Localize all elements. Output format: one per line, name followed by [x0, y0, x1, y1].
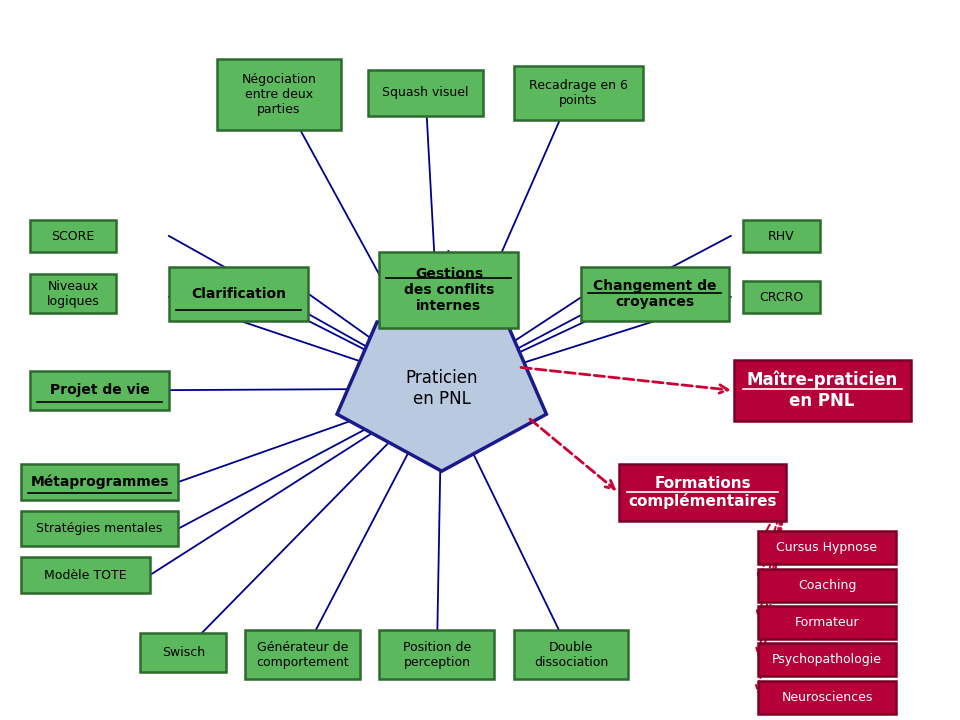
- FancyBboxPatch shape: [757, 569, 897, 602]
- Text: Swisch: Swisch: [161, 646, 204, 659]
- FancyBboxPatch shape: [20, 557, 150, 593]
- FancyBboxPatch shape: [20, 464, 179, 500]
- FancyBboxPatch shape: [368, 70, 483, 116]
- FancyBboxPatch shape: [20, 510, 179, 546]
- Text: Psychopathologie: Psychopathologie: [772, 653, 882, 666]
- Text: Formations
complémentaires: Formations complémentaires: [628, 476, 777, 510]
- FancyBboxPatch shape: [757, 680, 897, 714]
- Text: Praticien
en PNL: Praticien en PNL: [405, 369, 478, 408]
- Text: Recadrage en 6
points: Recadrage en 6 points: [529, 78, 628, 107]
- FancyBboxPatch shape: [379, 253, 518, 328]
- FancyBboxPatch shape: [140, 633, 227, 672]
- FancyBboxPatch shape: [757, 531, 897, 564]
- Text: Double
dissociation: Double dissociation: [534, 641, 608, 669]
- FancyBboxPatch shape: [217, 59, 341, 130]
- Text: Négociation
entre deux
parties: Négociation entre deux parties: [242, 73, 317, 116]
- Text: Formateur: Formateur: [795, 616, 859, 629]
- FancyBboxPatch shape: [246, 631, 360, 679]
- Text: Changement de
croyances: Changement de croyances: [593, 279, 716, 309]
- Text: CRCRO: CRCRO: [759, 291, 804, 304]
- Text: Maître-praticien
en PNL: Maître-praticien en PNL: [747, 371, 898, 410]
- Text: Modèle TOTE: Modèle TOTE: [44, 569, 127, 582]
- Text: Clarification: Clarification: [191, 287, 286, 301]
- FancyBboxPatch shape: [733, 360, 911, 421]
- Text: Neurosciences: Neurosciences: [781, 690, 873, 703]
- FancyBboxPatch shape: [514, 631, 629, 679]
- FancyBboxPatch shape: [379, 631, 494, 679]
- Text: Métaprogrammes: Métaprogrammes: [31, 474, 169, 489]
- Text: Position de
perception: Position de perception: [403, 641, 471, 669]
- FancyBboxPatch shape: [581, 267, 729, 320]
- Text: Cursus Hypnose: Cursus Hypnose: [777, 541, 877, 554]
- Text: Stratégies mentales: Stratégies mentales: [36, 522, 162, 535]
- Text: RHV: RHV: [768, 230, 795, 243]
- Text: SCORE: SCORE: [52, 230, 95, 243]
- Text: Coaching: Coaching: [798, 579, 856, 592]
- FancyBboxPatch shape: [743, 281, 820, 313]
- FancyBboxPatch shape: [514, 66, 643, 120]
- FancyBboxPatch shape: [30, 371, 169, 410]
- Text: Niveaux
logiques: Niveaux logiques: [47, 279, 100, 307]
- Text: Gestions
des conflits
internes: Gestions des conflits internes: [404, 267, 494, 313]
- Text: Générateur de
comportement: Générateur de comportement: [256, 641, 349, 669]
- FancyBboxPatch shape: [743, 220, 820, 253]
- Text: Projet de vie: Projet de vie: [50, 384, 150, 397]
- Polygon shape: [337, 322, 546, 471]
- Text: Squash visuel: Squash visuel: [382, 86, 468, 99]
- FancyBboxPatch shape: [30, 220, 116, 253]
- FancyBboxPatch shape: [619, 464, 786, 521]
- FancyBboxPatch shape: [169, 267, 308, 320]
- FancyBboxPatch shape: [757, 643, 897, 676]
- FancyBboxPatch shape: [30, 274, 116, 313]
- FancyBboxPatch shape: [757, 606, 897, 639]
